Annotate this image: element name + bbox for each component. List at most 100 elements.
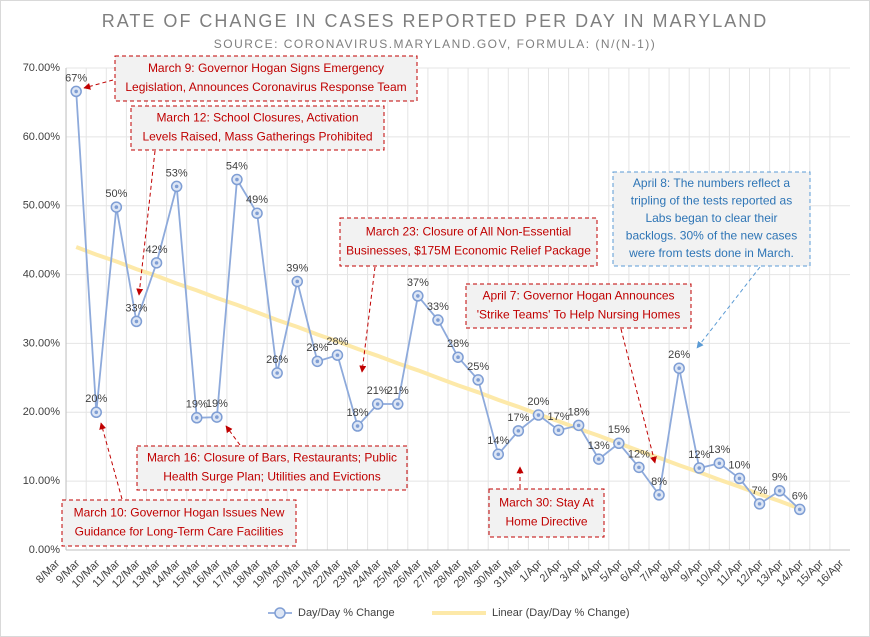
annotation-box [130,105,385,151]
annotation-arrow [620,328,657,464]
marker-dot [677,366,681,371]
marker-dot [255,211,259,216]
data-label: 18% [568,406,590,418]
annotation-arrow [696,266,761,349]
data-label: 37% [407,277,429,289]
annotation-text: April 7: Governor Hogan Announces [482,289,674,303]
annotation-text: March 16: Closure of Bars, Restaurants; … [147,451,397,465]
annotation-box [339,217,598,267]
y-tick-label: 0.00% [29,544,60,556]
data-label: 33% [125,302,147,314]
data-label: 9% [772,472,788,484]
annotation-arrow [83,79,114,90]
marker-dot [637,465,641,470]
annotation-text: 'Strike Teams' To Help Nursing Homes [477,308,681,322]
annotation-arrow [136,150,156,296]
data-label: 7% [752,485,768,497]
y-tick-label: 30.00% [23,337,61,349]
data-label: 15% [608,424,630,436]
annotation-box [61,499,297,547]
legend-label: Linear (Day/Day % Change) [492,607,630,619]
marker-dot [134,319,139,324]
marker-dot [416,294,420,298]
data-label: 67% [65,72,87,84]
annotation-text: Businesses, $175M Economic Relief Packag… [346,244,591,258]
data-label: 28% [326,336,348,348]
marker-dot [556,428,561,432]
annotation-box [136,445,408,491]
data-label: 20% [527,396,549,408]
annotation-text: March 9: Governor Hogan Signs Emergency [148,61,384,75]
data-label: 26% [266,354,288,366]
annotation-arrow [99,422,123,500]
marker-dot [536,413,541,417]
marker-dot [737,476,742,481]
data-label: 42% [146,244,168,256]
data-label: 49% [246,194,268,206]
data-label: 13% [708,444,730,456]
data-label: 54% [226,160,248,172]
data-label: 17% [548,411,570,423]
data-label: 53% [166,167,188,179]
marker-dot [275,371,279,375]
annotation-arrow [225,425,241,446]
data-label: 13% [588,440,610,452]
data-label: 28% [306,342,328,354]
annotation-text: were from tests done in March. [628,246,794,260]
marker-dot [617,441,621,446]
marker-dot [94,410,99,415]
legend-label: Day/Day % Change [298,607,395,619]
marker-dot [576,423,581,428]
y-tick-label: 50.00% [23,200,61,212]
annotation-arrow [359,266,376,373]
annotation-box [488,488,605,538]
marker-dot [697,466,702,470]
annotation-box [465,283,692,329]
annotation-text: Legislation, Announces Coronavirus Respo… [125,80,406,94]
marker-dot [154,261,159,265]
marker-dot [174,184,179,189]
trend-line [75,245,801,511]
chart-title: RATE OF CHANGE IN CASES REPORTED PER DAY… [102,11,768,31]
marker-dot [596,457,601,461]
annotation-text: Levels Raised, Mass Gatherings Prohibite… [142,130,372,144]
data-label: 26% [668,349,690,361]
annotation-text: tripling of the tests reported as [631,194,792,208]
y-tick-label: 40.00% [23,268,61,280]
annotation-text: April 8: The numbers reflect a [633,176,791,190]
annotation-text: March 30: Stay At [499,496,594,510]
marker-dot [797,507,802,512]
data-label: 39% [286,262,308,274]
data-label: 20% [85,393,107,405]
data-label: 12% [688,449,710,461]
data-label: 18% [347,407,369,419]
data-label: 8% [651,476,667,488]
marker-dot [395,402,400,406]
marker-dot [717,461,722,466]
y-tick-label: 60.00% [23,131,61,143]
data-label: 10% [728,459,750,471]
marker-dot [74,89,78,94]
annotation-text: Labs began to clear their [645,211,777,225]
marker-dot [295,279,300,284]
data-label: 21% [387,385,409,397]
chart-subtitle: SOURCE: CORONAVIRUS.MARYLAND.GOV, FORMUL… [214,37,657,51]
marker-dot [657,493,661,497]
marker-dot [335,353,340,357]
marker-dot [436,318,440,322]
marker-dot [456,355,460,360]
annotation-text: Health Surge Plan; Utilities and Evictio… [163,470,380,484]
marker-dot [114,205,119,209]
data-label: 25% [467,361,489,373]
annotation-box [114,55,418,102]
marker-dot [315,359,320,364]
data-label: 21% [367,385,389,397]
data-label: 17% [507,412,529,424]
annotation-box [612,171,811,267]
annotation-text: March 23: Closure of All Non-Essential [366,225,571,239]
marker-dot [375,402,380,406]
data-label: 50% [105,188,127,200]
annotation-text: Home Directive [505,515,587,529]
marker-dot [355,424,360,428]
